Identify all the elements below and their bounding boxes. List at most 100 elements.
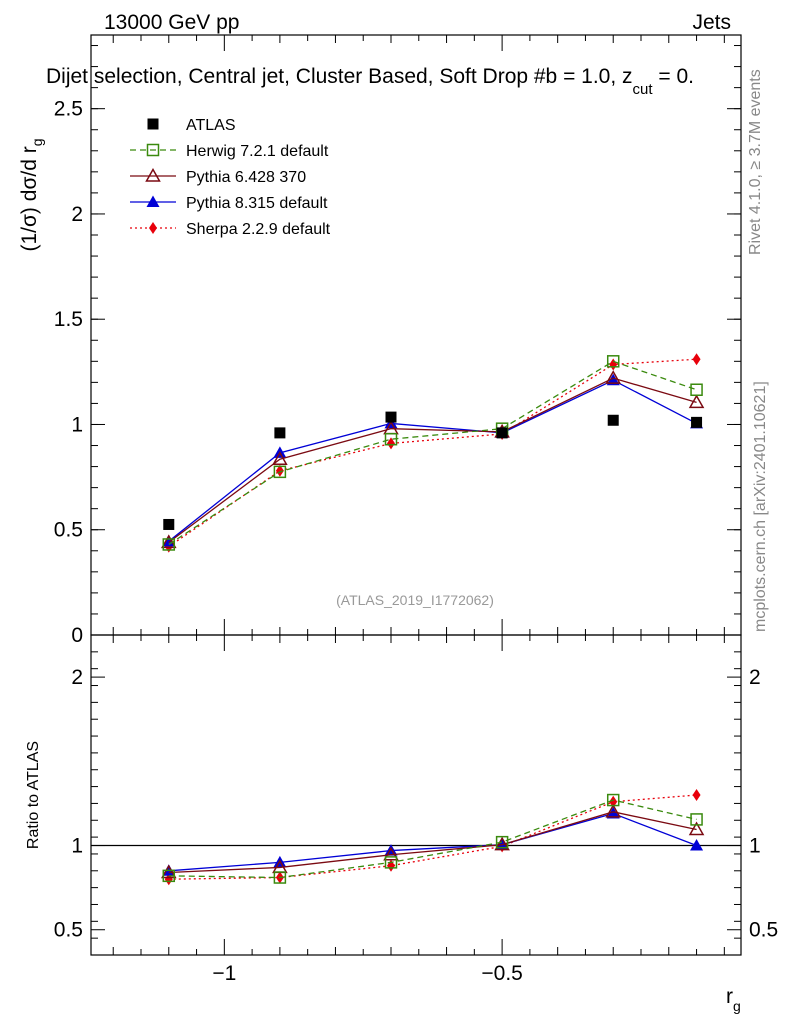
series-line-pythia-6-428-370 — [168, 377, 697, 543]
main-ylabel-text: (1/σ) dσ/d r — [18, 146, 41, 251]
point-sherpa-2-2-9-default — [692, 353, 701, 366]
ratio-point-pythia-8-315-default — [495, 838, 509, 850]
point-pythia-6-428-370 — [688, 394, 705, 409]
legend-entry-sherpa-2-2-9-default: Sherpa 2.2.9 default — [130, 221, 331, 238]
ratio-xlabel-sub: g — [733, 998, 741, 1014]
legend-marker — [146, 143, 160, 157]
main-ytick-label: 1.5 — [54, 308, 83, 331]
ratio-xlabel-text: r — [726, 985, 733, 1008]
point-herwig-7-2-1-default — [690, 383, 703, 396]
legend-entry-atlas: ATLAS — [147, 117, 236, 134]
point-atlas — [607, 414, 619, 426]
tick-labels: 0 0.5 1 1.5 2 2.5 0.5 0.5 1 1 2 2 −1 −0.5 — [54, 98, 778, 985]
legend-label: Pythia 8.315 default — [186, 195, 328, 212]
main-series-layer — [160, 353, 705, 553]
ratio-point-herwig-7-2-1-default — [162, 869, 176, 883]
ratio-series-herwig-7-2-1-default — [162, 793, 703, 884]
ratio-ytick-label-right: 1 — [749, 835, 761, 858]
legend-entry-pythia-8-315-default: Pythia 8.315 default — [130, 195, 328, 212]
point-pythia-6-428-370 — [605, 370, 622, 384]
header-right: Jets — [692, 11, 731, 34]
legend-marker — [147, 118, 159, 130]
series-herwig-7-2-1-default — [162, 355, 703, 551]
point-atlas — [163, 518, 175, 530]
ratio-point-herwig-7-2-1-default — [273, 871, 287, 884]
series-line-herwig-7-2-1-default — [168, 360, 697, 546]
ratio-ytick-label-right: 0.5 — [749, 919, 778, 942]
main-ytick-label: 0 — [71, 624, 83, 647]
legend: ATLAS Herwig 7.2.1 default Pythia 6.428 37… — [130, 117, 331, 238]
ratio-point-sherpa-2-2-9-default — [609, 795, 618, 808]
analysis-watermark: (ATLAS_2019_I1772062) — [336, 592, 494, 608]
ratio-series-sherpa-2-2-9-default — [164, 789, 701, 886]
point-pythia-8-315-default — [162, 534, 176, 547]
ratio-line-pythia-6-428-370 — [168, 811, 697, 874]
point-atlas — [496, 427, 508, 439]
ratio-point-pythia-6-428-370 — [494, 836, 510, 851]
legend-entry-pythia-6-428-370: Pythia 6.428 370 — [130, 167, 306, 186]
ratio-point-pythia-6-428-370 — [605, 803, 622, 818]
ratio-point-sherpa-2-2-9-default — [692, 789, 701, 801]
series-atlas — [163, 411, 703, 530]
point-herwig-7-2-1-default — [384, 432, 398, 446]
mcplots-label: mcplots.cern.ch [arXiv:2401.10621] — [752, 381, 769, 632]
ratio-point-herwig-7-2-1-default — [690, 813, 703, 826]
legend-label: Sherpa 2.2.9 default — [186, 221, 331, 238]
ratio-ytick-label-left: 2 — [71, 666, 83, 689]
ratio-point-herwig-7-2-1-default — [384, 856, 398, 869]
rivet-label: Rivet 4.1.0, ≥ 3.7M events — [747, 69, 764, 255]
point-atlas — [385, 411, 397, 423]
main-axis-ticks — [91, 35, 741, 636]
ratio-point-herwig-7-2-1-default — [495, 835, 509, 849]
ratio-series-pythia-8-315-default — [162, 807, 704, 876]
point-atlas — [274, 427, 286, 439]
legend-label: ATLAS — [186, 117, 236, 134]
series-line-pythia-8-315-default — [168, 379, 697, 542]
ratio-point-pythia-8-315-default — [690, 839, 704, 851]
ratio-panel-frame — [90, 634, 742, 956]
ratio-ytick-label-left: 0.5 — [54, 919, 83, 942]
legend-label: Herwig 7.2.1 default — [186, 143, 329, 160]
ratio-ylabel: Ratio to ATLAS — [25, 741, 42, 849]
xtick-label: −1 — [212, 962, 236, 985]
point-herwig-7-2-1-default — [273, 465, 287, 479]
point-herwig-7-2-1-default — [162, 538, 176, 551]
point-sherpa-2-2-9-default — [387, 437, 395, 450]
ratio-point-pythia-6-428-370 — [688, 821, 705, 836]
ratio-series-layer — [160, 789, 705, 886]
ratio-line-pythia-8-315-default — [168, 812, 697, 872]
ratio-line-herwig-7-2-1-default — [168, 799, 697, 879]
legend-label: Pythia 6.428 370 — [186, 169, 306, 186]
legend-marker — [149, 222, 157, 234]
ratio-axis-ticks — [91, 634, 741, 956]
main-ytick-label: 2 — [71, 203, 83, 226]
ratio-point-pythia-6-428-370 — [160, 864, 177, 879]
xtick-label: −0.5 — [481, 962, 522, 985]
header-left: 13000 GeV pp — [104, 11, 239, 34]
ratio-ytick-label-right: 2 — [749, 666, 761, 689]
main-ylabel-sub: g — [29, 138, 45, 146]
ratio-point-pythia-6-428-370 — [383, 846, 399, 861]
main-ytick-label: 0.5 — [54, 519, 83, 542]
ratio-line-sherpa-2-2-9-default — [168, 794, 697, 880]
point-pythia-8-315-default — [606, 373, 620, 386]
plot-title-main: Dijet selection, Central jet, Cluster Ba… — [46, 65, 633, 88]
point-pythia-6-428-370 — [272, 451, 288, 465]
plot-title-sub: cut — [633, 81, 654, 98]
series-pythia-6-428-370 — [160, 370, 705, 549]
ratio-ytick-label-left: 1 — [71, 835, 83, 858]
legend-marker — [145, 167, 161, 182]
series-pythia-8-315-default — [162, 373, 704, 547]
plot-title-end: = 0. — [653, 65, 694, 88]
point-herwig-7-2-1-default — [606, 355, 620, 368]
main-ytick-label: 2.5 — [54, 98, 83, 121]
ratio-point-herwig-7-2-1-default — [606, 793, 620, 807]
series-line-sherpa-2-2-9-default — [168, 358, 697, 548]
point-atlas — [691, 416, 703, 428]
ratio-series-pythia-6-428-370 — [160, 803, 705, 879]
plot-title: Dijet selection, Central jet, Cluster Ba… — [46, 65, 694, 98]
main-ytick-label: 1 — [71, 413, 83, 436]
legend-entry-herwig-7-2-1-default: Herwig 7.2.1 default — [130, 143, 329, 160]
ratio-xlabel: rg — [726, 985, 741, 1014]
